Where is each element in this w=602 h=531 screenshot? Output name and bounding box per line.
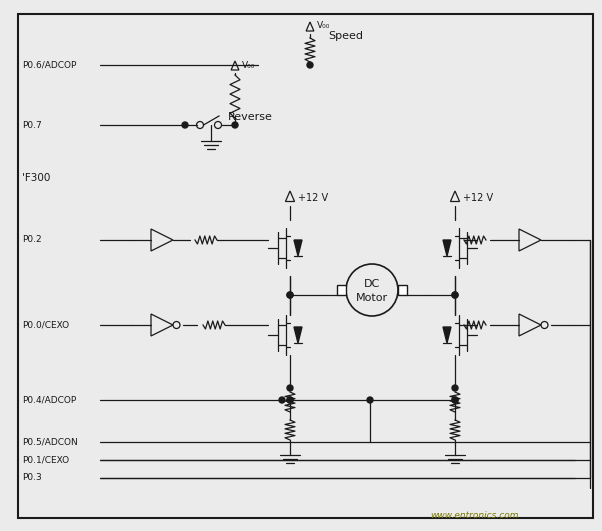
- Text: +12 V: +12 V: [463, 193, 493, 203]
- Text: V₀₀: V₀₀: [317, 21, 330, 30]
- Text: DC: DC: [364, 279, 380, 289]
- Bar: [337, 285, 346, 295]
- Text: P0.0/CEXO: P0.0/CEXO: [22, 321, 69, 330]
- Text: 'F300: 'F300: [22, 173, 51, 183]
- Circle shape: [452, 292, 458, 298]
- Text: +12 V: +12 V: [298, 193, 328, 203]
- Text: P0.6/ADCOP: P0.6/ADCOP: [22, 61, 76, 70]
- Circle shape: [287, 397, 293, 403]
- Bar: [398, 285, 407, 295]
- Circle shape: [287, 385, 293, 391]
- Circle shape: [287, 292, 293, 298]
- Text: P0.3: P0.3: [22, 474, 42, 483]
- Text: P0.5/ADCON: P0.5/ADCON: [22, 438, 78, 447]
- Circle shape: [452, 397, 458, 403]
- Circle shape: [367, 397, 373, 403]
- Text: Speed: Speed: [328, 31, 363, 41]
- Circle shape: [279, 397, 285, 403]
- Circle shape: [287, 292, 293, 298]
- Polygon shape: [294, 327, 302, 343]
- Circle shape: [452, 397, 458, 403]
- Text: P0.1/CEXO: P0.1/CEXO: [22, 456, 69, 465]
- Text: V₀₀: V₀₀: [242, 61, 255, 70]
- Polygon shape: [443, 327, 451, 343]
- Text: Reverse: Reverse: [228, 112, 273, 122]
- Text: P0.4/ADCOP: P0.4/ADCOP: [22, 396, 76, 405]
- Circle shape: [182, 122, 188, 128]
- Text: Motor: Motor: [356, 293, 388, 303]
- Circle shape: [232, 122, 238, 128]
- Circle shape: [452, 292, 458, 298]
- Polygon shape: [443, 240, 451, 256]
- Polygon shape: [294, 240, 302, 256]
- Circle shape: [287, 397, 293, 403]
- Text: P0.7: P0.7: [22, 121, 42, 130]
- Circle shape: [307, 62, 313, 68]
- Text: P0.2: P0.2: [22, 236, 42, 244]
- Circle shape: [452, 385, 458, 391]
- Text: www.entronics.com: www.entronics.com: [430, 510, 518, 519]
